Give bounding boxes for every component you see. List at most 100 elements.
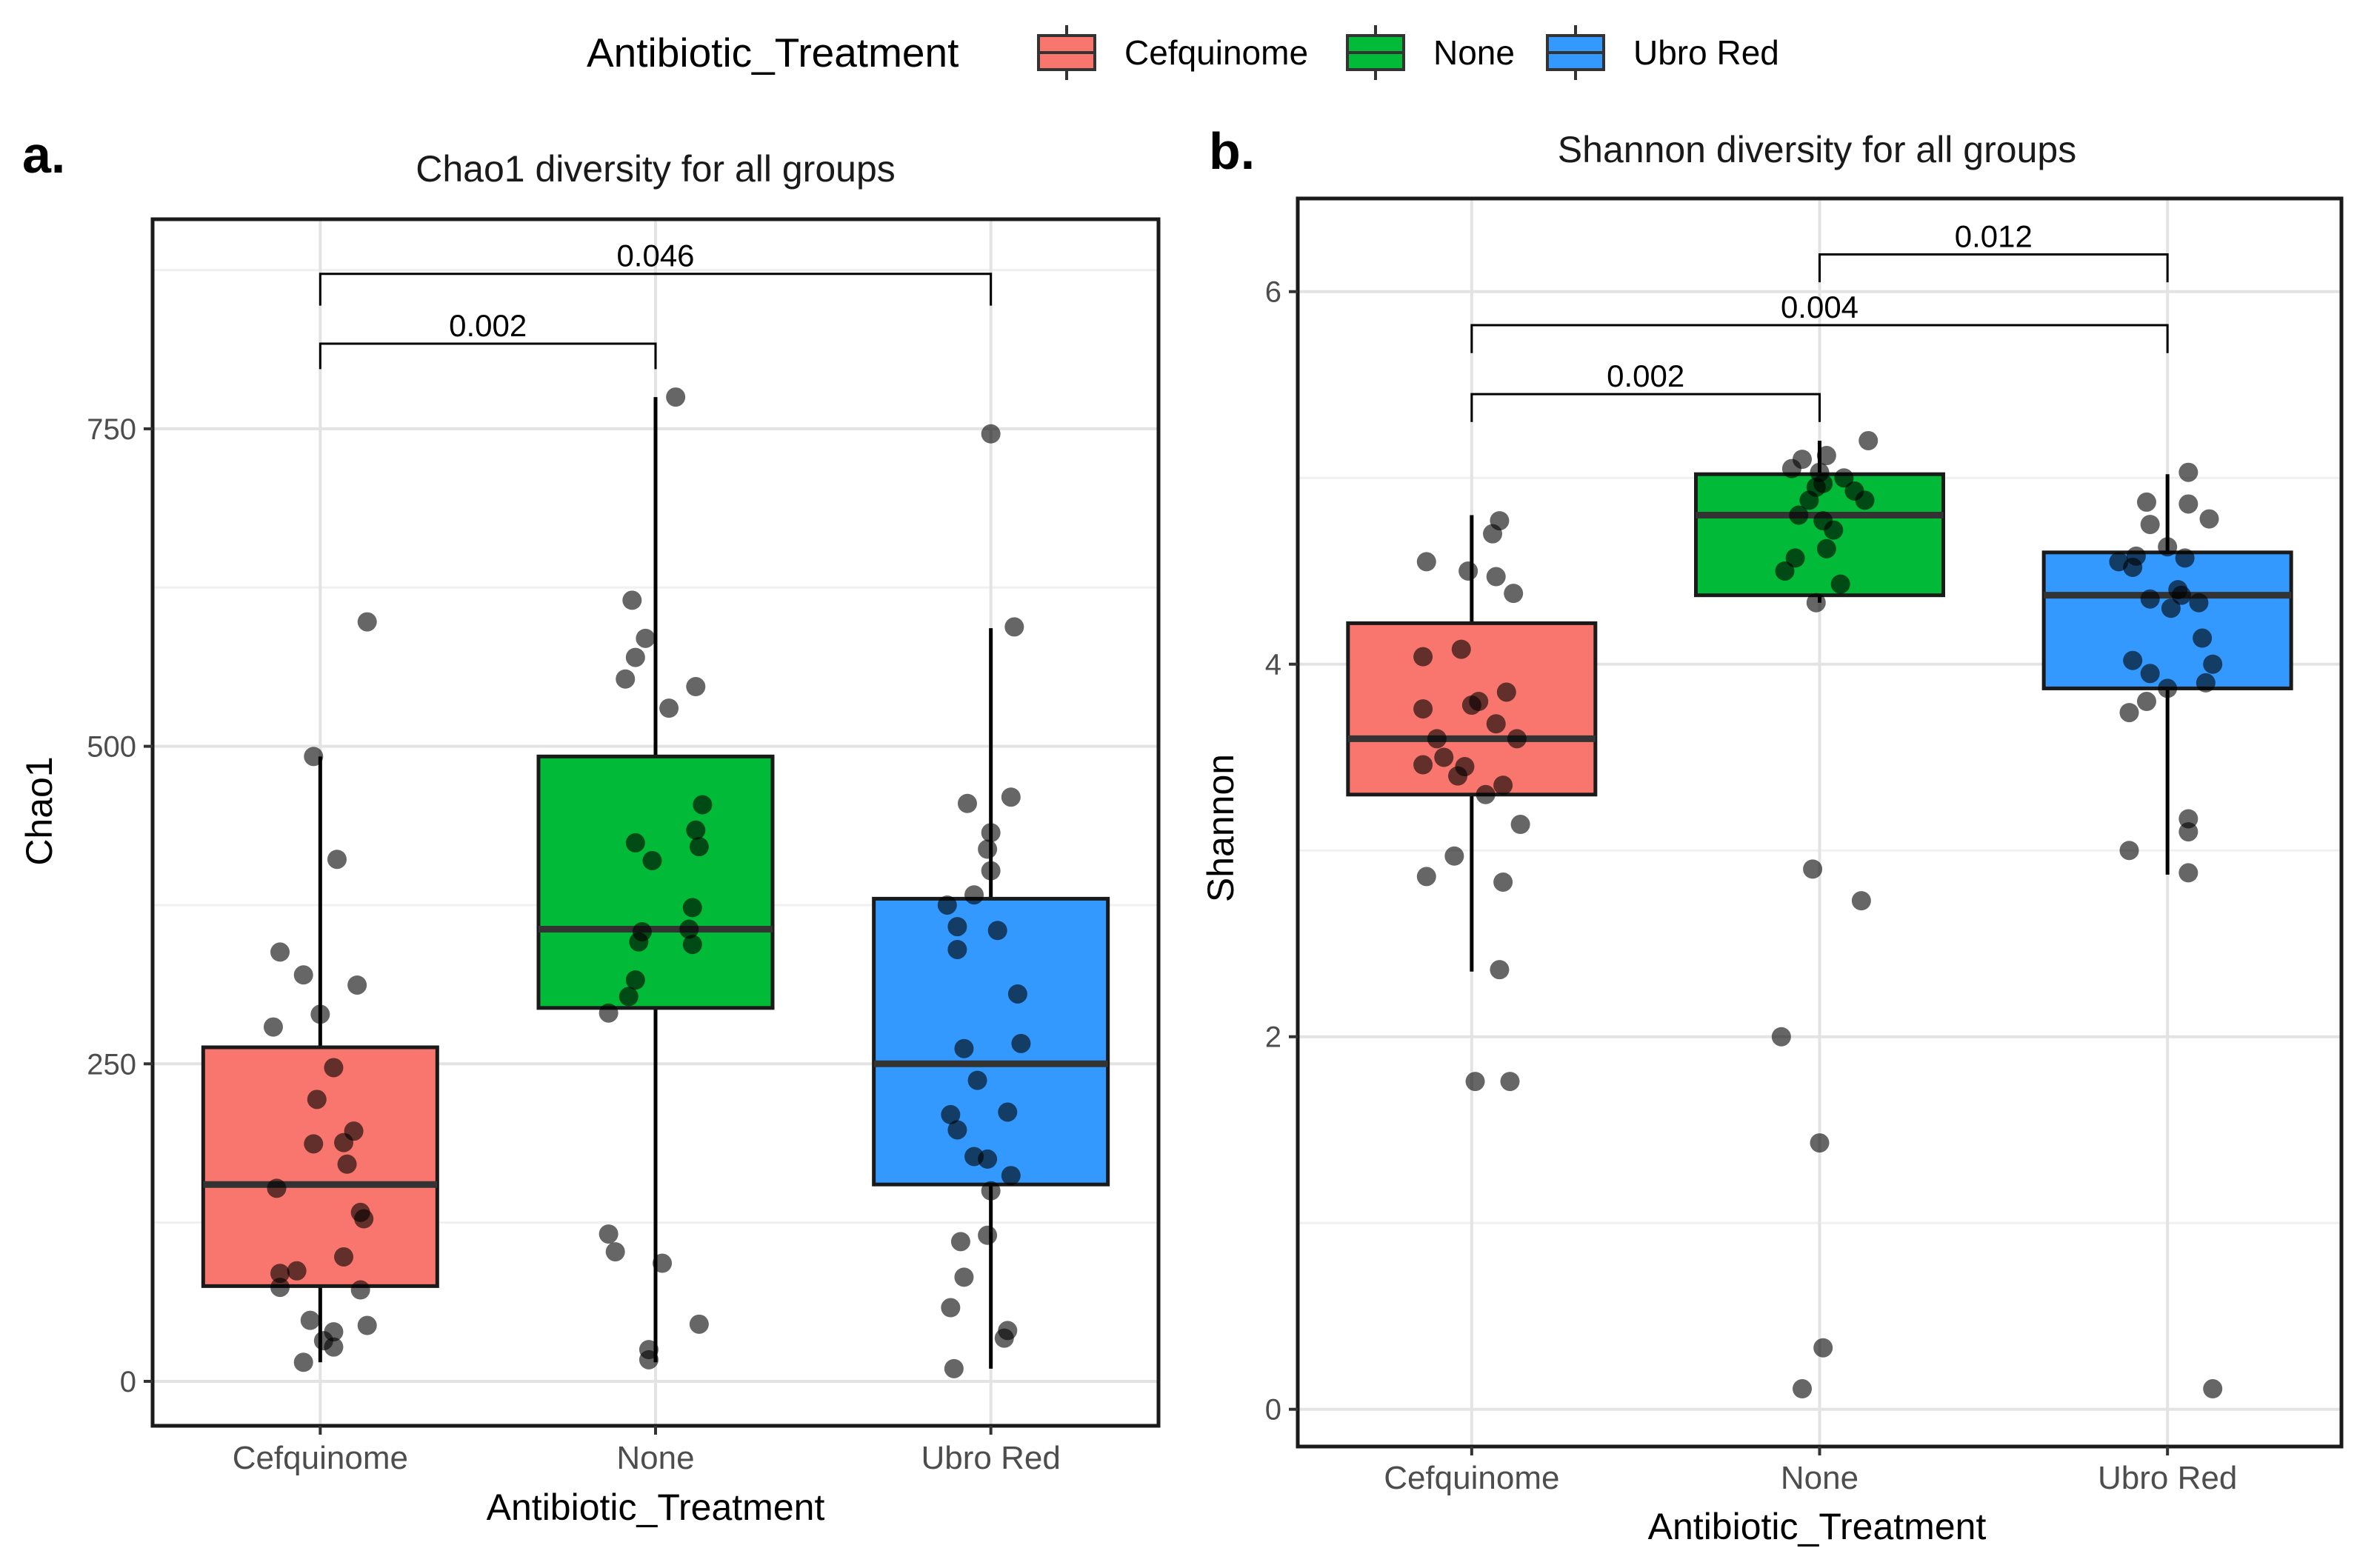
panel-b-x-tick-label-cefquinome: Cefquinome <box>1384 1460 1559 1496</box>
panel-a-point-cefquinome <box>304 1134 324 1154</box>
panel-b-point-cefquinome <box>1434 747 1454 767</box>
panel-b-x-tick-label-ubro-red: Ubro Red <box>2098 1460 2237 1496</box>
panel-a-point-cefquinome <box>334 1132 354 1152</box>
panel-b-point-none <box>1789 505 1809 525</box>
panel-a-p-value: 0.046 <box>616 238 694 273</box>
panel-b-point-ubro-red <box>2119 841 2139 861</box>
panel-a-comparison-bracket: 0.046 <box>319 238 993 306</box>
panel-a-point-cefquinome <box>324 1058 344 1078</box>
panel-a-point-cefquinome <box>270 942 290 962</box>
panel-a-point-none <box>642 850 662 870</box>
panel-a-point-none <box>622 590 642 610</box>
panel-a-point-none <box>636 628 656 648</box>
panel-b-point-none <box>1803 859 1823 879</box>
legend-label-ubro-red: Ubro Red <box>1633 33 1779 72</box>
panel-a-box-ubro-red <box>872 628 1110 1369</box>
panel-b-point-none <box>1781 458 1801 478</box>
panel-a-point-none <box>605 1242 625 1262</box>
panel-a-point-cefquinome <box>270 1278 290 1298</box>
panel-b-point-cefquinome <box>1490 960 1510 980</box>
panel-b-point-ubro-red <box>2199 509 2219 529</box>
panel-b-y-tick-label: 2 <box>1265 1021 1281 1054</box>
panel-a-point-cefquinome <box>324 1337 344 1357</box>
panel-a-point-cefquinome <box>293 965 313 985</box>
panel-a-point-cefquinome <box>327 850 347 870</box>
panel-b-point-cefquinome <box>1416 552 1436 572</box>
panel-a-point-cefquinome <box>263 1017 283 1037</box>
panel-a-point-ubro-red <box>1007 984 1027 1004</box>
panel-a-point-ubro-red <box>1001 787 1021 807</box>
panel-a-point-none <box>616 669 636 689</box>
panel-a-point-cefquinome <box>350 1280 370 1300</box>
panel-b-shannon: b. Shannon diversity for all groups 0.00… <box>1200 122 2344 1547</box>
panel-a-comparison-bracket: 0.002 <box>319 308 657 370</box>
panel-b-point-none <box>1813 1338 1833 1358</box>
panel-a-point-ubro-red <box>1001 1166 1021 1186</box>
panel-b-point-ubro-red <box>2193 628 2213 648</box>
panel-a-point-none <box>599 1224 619 1244</box>
panel-a-point-none <box>625 970 645 990</box>
panel-b-point-ubro-red <box>2175 548 2195 568</box>
panel-a-letter: a. <box>22 126 65 184</box>
panel-b-point-ubro-red <box>2140 515 2160 535</box>
panel-a-bracket-line <box>319 342 657 370</box>
panel-b-point-cefquinome <box>1504 584 1524 604</box>
panel-b-point-none <box>1793 1379 1813 1399</box>
panel-a-point-ubro-red <box>937 895 957 915</box>
legend: Antibiotic_Treatment Cefquinome None Ubr… <box>587 25 1779 80</box>
panel-b-point-none <box>1799 490 1819 510</box>
panel-b-point-none <box>1858 430 1878 450</box>
panel-a-point-cefquinome <box>300 1310 320 1330</box>
panel-b-p-value: 0.004 <box>1781 290 1858 324</box>
panel-b-point-ubro-red <box>2203 654 2223 674</box>
panel-a-point-cefquinome <box>270 1264 290 1284</box>
panel-b-point-ubro-red <box>2123 650 2143 670</box>
panel-b-point-cefquinome <box>1416 867 1436 887</box>
panel-a-point-ubro-red <box>994 1328 1014 1348</box>
panel-a-y-tick-label: 500 <box>87 731 136 764</box>
panel-a-box-iqr <box>872 896 1110 1187</box>
panel-a-plot: 0.002 0.046 0 250 500 750 Cefquinome None Ubro R… <box>87 217 1161 1476</box>
panel-b-point-cefquinome <box>1465 1072 1485 1092</box>
panel-b-point-ubro-red <box>2136 492 2156 512</box>
panel-a-point-none <box>639 1350 659 1370</box>
panel-a-point-none <box>686 820 706 840</box>
panel-b-point-ubro-red <box>2178 822 2198 842</box>
panel-a-x-tick-label-ubro-red: Ubro Red <box>921 1440 1061 1476</box>
panel-a-point-cefquinome <box>337 1154 357 1174</box>
panel-a-point-none <box>693 795 713 815</box>
panel-b-point-cefquinome <box>1413 755 1433 775</box>
panel-b-comparison-bracket: 0.002 <box>1470 358 1821 422</box>
panel-b-point-cefquinome <box>1500 1072 1520 1092</box>
panel-a-point-cefquinome <box>287 1261 307 1281</box>
panel-b-y-tick-label: 0 <box>1265 1394 1281 1427</box>
panel-a-point-ubro-red <box>1011 1033 1031 1053</box>
panel-a-point-ubro-red <box>987 921 1007 941</box>
panel-b-point-none <box>1816 538 1836 558</box>
panel-b-point-ubro-red <box>2189 593 2209 613</box>
panel-b-point-ubro-red <box>2178 494 2198 514</box>
panel-b-point-cefquinome <box>1451 639 1471 659</box>
panel-a-point-cefquinome <box>347 975 367 995</box>
panel-b-point-cefquinome <box>1427 729 1447 749</box>
panel-a-point-none <box>689 837 709 857</box>
panel-b-point-cefquinome <box>1413 647 1433 667</box>
panel-a-point-ubro-red <box>1004 617 1024 637</box>
panel-a-point-ubro-red <box>981 1181 1001 1201</box>
panel-b-y-tick-label: 6 <box>1265 276 1281 309</box>
panel-a-point-none <box>666 387 686 407</box>
panel-a-box-iqr <box>201 1045 439 1288</box>
panel-a-ylabel: Chao1 <box>19 756 60 865</box>
panel-b-point-cefquinome <box>1413 699 1433 719</box>
legend-entry-none: None <box>1346 25 1515 80</box>
panel-a-point-ubro-red <box>944 1358 964 1378</box>
legend-label-cefquinome: Cefquinome <box>1124 33 1308 72</box>
panel-b-point-cefquinome <box>1461 695 1481 715</box>
panel-b-comparison-bracket: 0.012 <box>1818 218 2169 283</box>
panel-b-point-none <box>1771 1027 1791 1047</box>
panel-a-point-none <box>629 932 649 952</box>
panel-b-point-cefquinome <box>1444 846 1464 866</box>
panel-a-chao1: a. Chao1 diversity for all groups 0.0020… <box>19 126 1161 1528</box>
panel-a-point-ubro-red <box>957 793 977 813</box>
